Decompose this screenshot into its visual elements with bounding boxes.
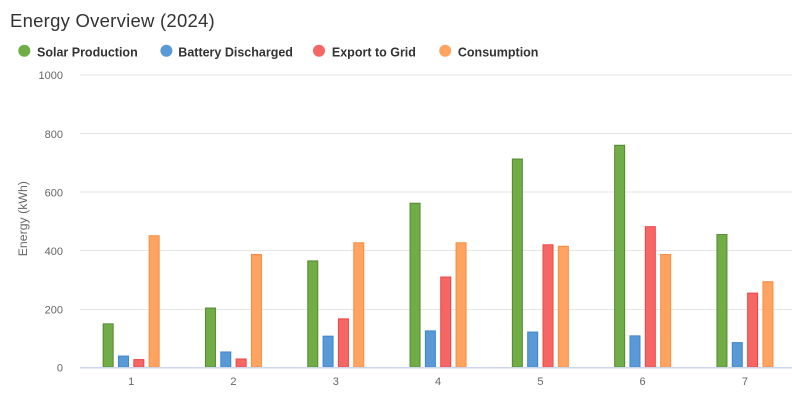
svg-text:1: 1 bbox=[128, 376, 134, 388]
svg-text:7: 7 bbox=[742, 376, 748, 388]
svg-text:4: 4 bbox=[435, 376, 441, 388]
svg-text:0: 0 bbox=[57, 363, 63, 375]
svg-text:Consumption: Consumption bbox=[458, 46, 539, 60]
svg-text:1000: 1000 bbox=[39, 70, 63, 82]
svg-text:600: 600 bbox=[45, 187, 63, 199]
svg-text:2: 2 bbox=[230, 376, 236, 388]
svg-text:Energy Overview (2024): Energy Overview (2024) bbox=[10, 10, 215, 31]
svg-text:200: 200 bbox=[45, 305, 63, 317]
svg-text:Solar Production: Solar Production bbox=[37, 46, 138, 60]
svg-text:6: 6 bbox=[640, 376, 646, 388]
svg-text:Battery Discharged: Battery Discharged bbox=[178, 46, 293, 60]
svg-text:400: 400 bbox=[45, 246, 63, 258]
svg-text:3: 3 bbox=[333, 376, 339, 388]
svg-text:Export to Grid: Export to Grid bbox=[332, 46, 416, 60]
svg-text:Energy (kWh): Energy (kWh) bbox=[16, 181, 30, 256]
svg-text:5: 5 bbox=[537, 376, 543, 388]
svg-text:800: 800 bbox=[45, 129, 63, 141]
